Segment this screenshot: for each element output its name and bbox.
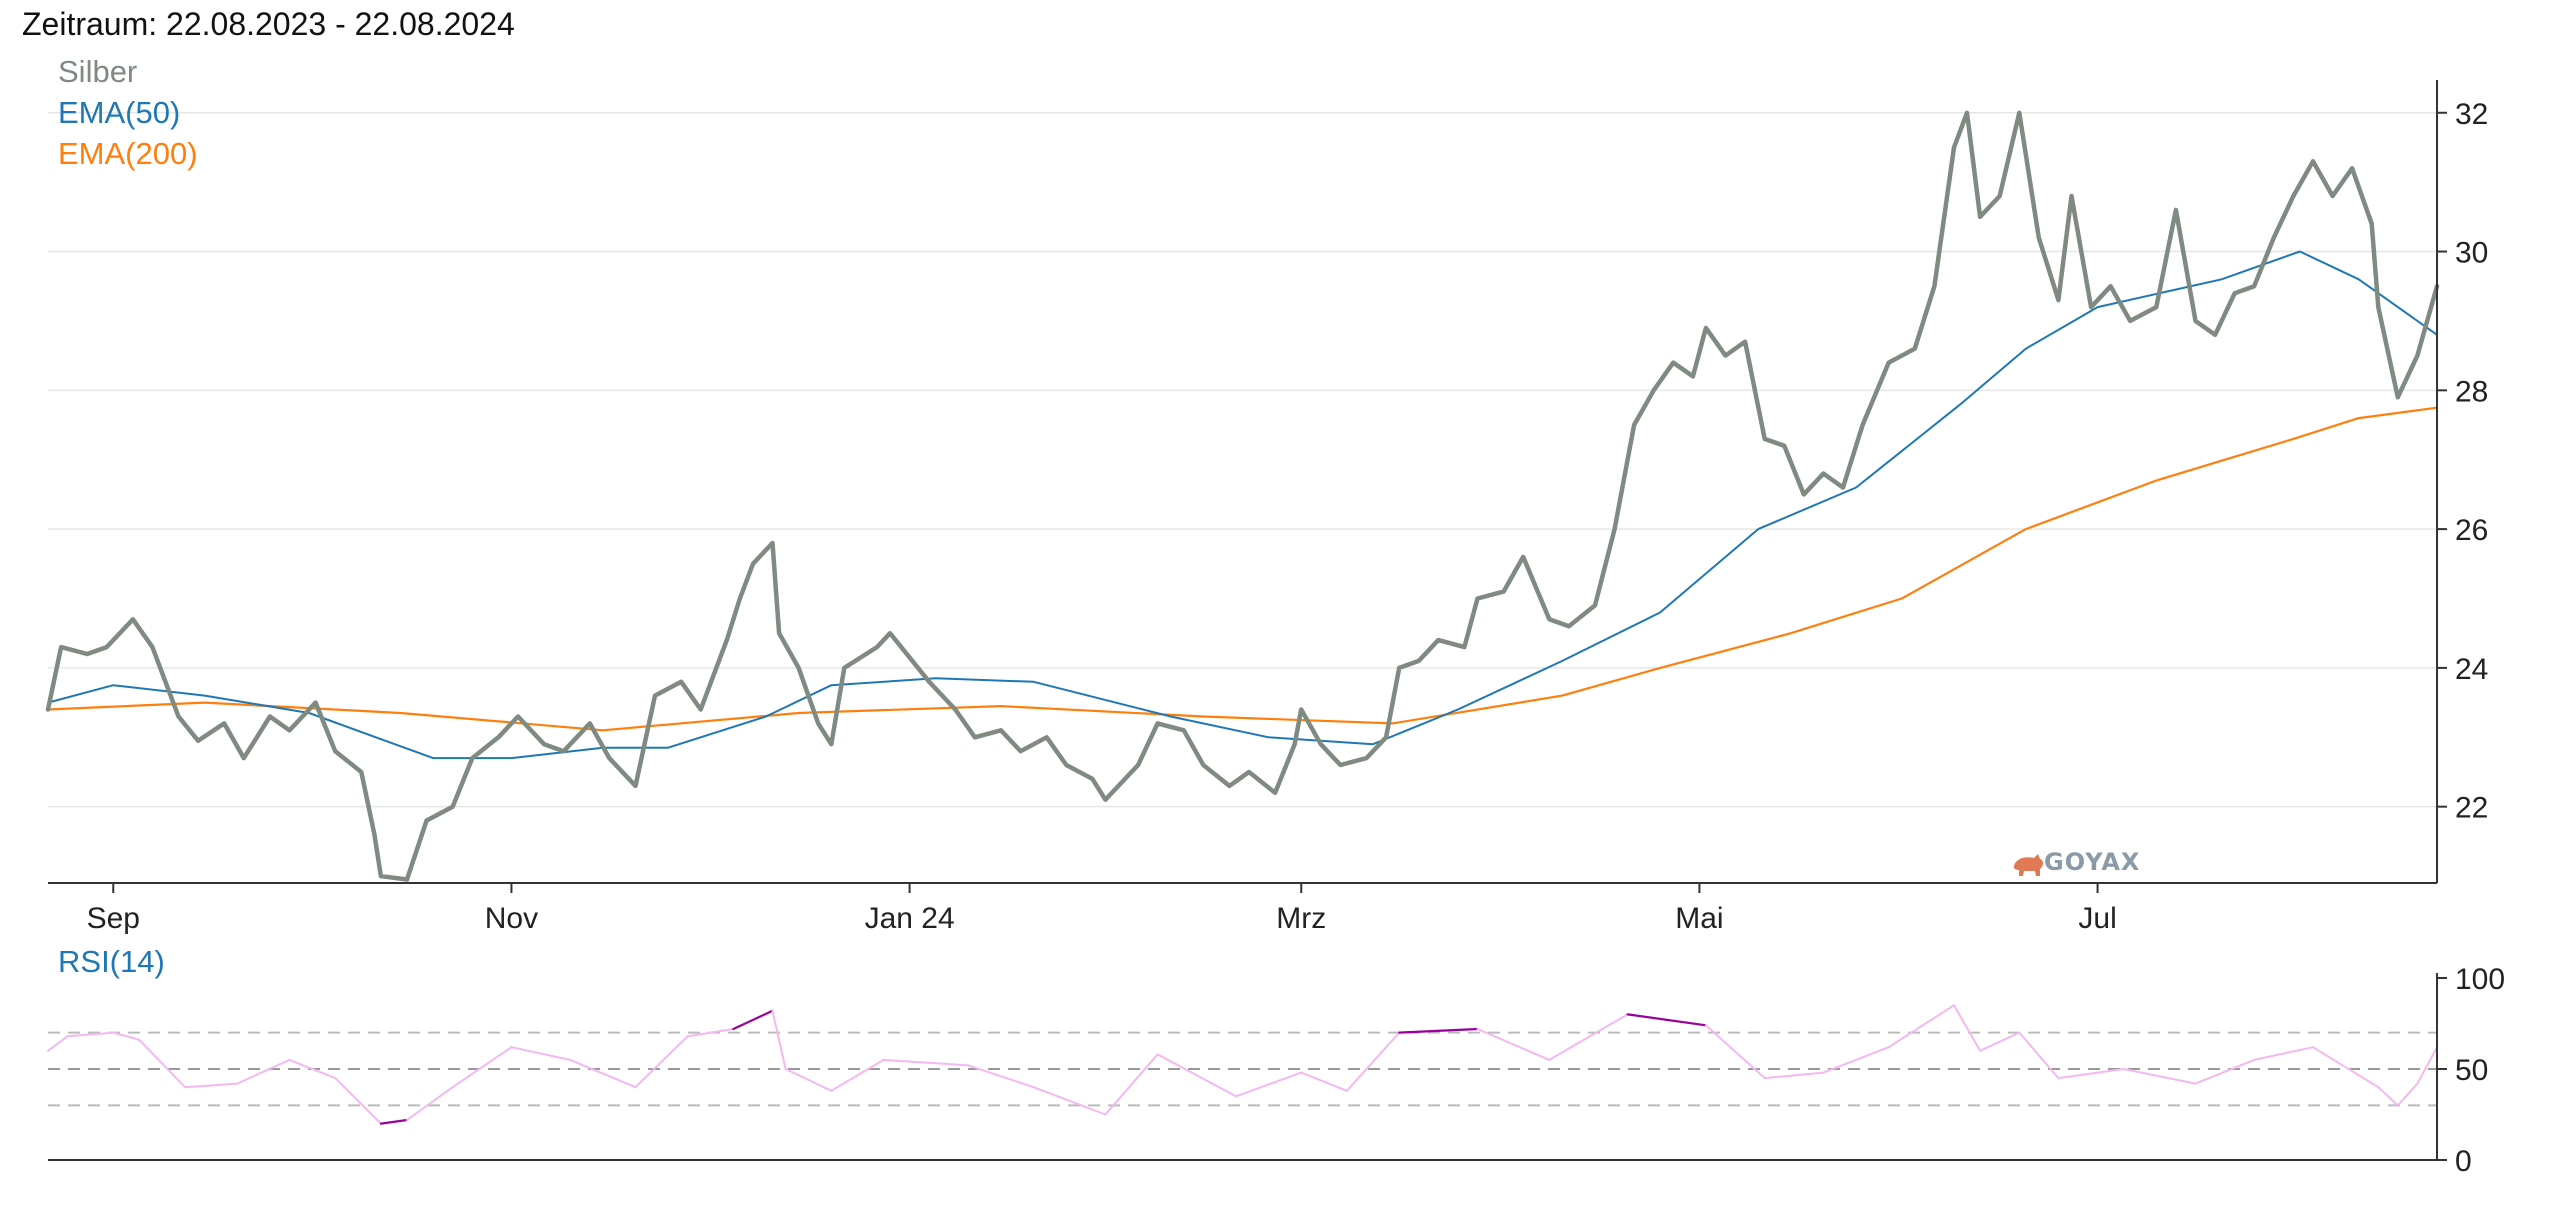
series-line-price — [45, 110, 2440, 882]
x-tick-label: Jul — [2078, 902, 2116, 935]
y-tick-label: 30 — [2455, 237, 2488, 270]
rsi-segment — [1235, 1071, 1303, 1098]
y-tick-label: 24 — [2455, 653, 2488, 686]
rsi-segment-extreme — [1398, 1027, 1479, 1034]
rsi-segment — [1156, 1053, 1237, 1098]
rsi-segment — [184, 1082, 239, 1089]
rsi-segment — [686, 1028, 735, 1038]
rsi-segment — [1887, 1004, 1955, 1049]
rsi-segment — [1822, 1046, 1890, 1074]
rsi-segment — [2377, 1086, 2399, 1107]
rsi-chart-grid — [48, 1031, 2437, 1107]
rsi-segment — [510, 1046, 572, 1061]
bull-icon — [2013, 854, 2043, 876]
rsi-segment — [1763, 1071, 1825, 1080]
x-tick-label: Mrz — [1276, 902, 1326, 935]
bull-shape — [2013, 854, 2043, 876]
rsi-segment — [2416, 1046, 2438, 1085]
rsi-segment — [406, 1086, 454, 1121]
rsi-segment — [1979, 1031, 2021, 1052]
logo-text: GOYAX — [2044, 848, 2140, 876]
rsi-segment — [784, 1068, 833, 1092]
rsi-segment — [2312, 1046, 2380, 1089]
rsi-segment — [882, 1058, 970, 1067]
rsi-segment — [1704, 1024, 1766, 1080]
rsi-segment — [2018, 1031, 2060, 1080]
period-title: Zeitraum: 22.08.2023 - 22.08.2024 — [22, 6, 515, 42]
rsi-segment — [2057, 1068, 2125, 1080]
legend-entry-ema200: EMA(200) — [58, 136, 198, 171]
y-tick-label: 32 — [2455, 98, 2488, 131]
rsi-segment — [634, 1035, 689, 1089]
rsi-y-tick-label: 50 — [2455, 1054, 2488, 1087]
series-line-ema200 — [46, 406, 2439, 732]
rsi-chart-series — [47, 1004, 2438, 1125]
rsi-segment — [2122, 1068, 2197, 1085]
rsi-segment — [967, 1064, 1035, 1089]
rsi-chart-axes: 0 50 100 — [48, 963, 2505, 1178]
rsi-segment-extreme — [1626, 1013, 1708, 1027]
price-chart-axes: 22 24 26 28 30 32 Sep Nov Jan 24 Mrz Mai Jul — [48, 80, 2488, 935]
y-tick-label: 22 — [2455, 792, 2488, 825]
series-line-ema50 — [47, 250, 2438, 760]
price-chart-legend: Silber EMA(50) EMA(200) — [58, 54, 198, 171]
price-chart-grid — [48, 112, 2437, 808]
rsi-segment — [236, 1058, 291, 1085]
rsi-segment — [830, 1058, 885, 1092]
rsi-segment — [334, 1077, 382, 1125]
rsi-y-tick-label: 0 — [2455, 1145, 2472, 1178]
x-tick-label: Jan 24 — [865, 902, 955, 935]
rsi-segment — [2396, 1082, 2419, 1107]
rsi-segment — [1345, 1031, 1401, 1092]
y-tick-label: 26 — [2455, 514, 2488, 547]
rsi-legend-entry: RSI(14) — [58, 944, 165, 979]
rsi-segment — [771, 1009, 787, 1070]
rsi-segment — [112, 1031, 141, 1041]
rsi-segment — [1953, 1004, 1982, 1052]
rsi-segment — [47, 1035, 69, 1052]
rsi-segment — [1104, 1053, 1159, 1116]
goyax-logo: GOYAX — [2013, 848, 2140, 876]
rsi-segment — [66, 1031, 115, 1038]
rsi-segment — [1548, 1013, 1629, 1061]
price-chart-series — [45, 110, 2440, 882]
rsi-segment-extreme — [732, 1009, 774, 1031]
rsi-segment — [451, 1046, 513, 1089]
rsi-y-tick-label: 100 — [2455, 963, 2505, 996]
legend-entry-price: Silber — [58, 54, 137, 89]
rsi-segment — [288, 1058, 337, 1080]
rsi-segment — [1476, 1028, 1551, 1061]
rsi-segment — [2253, 1046, 2314, 1061]
rsi-segment — [1032, 1086, 1107, 1116]
rsi-segment — [138, 1038, 187, 1089]
rsi-segment — [569, 1058, 637, 1089]
rsi-segment — [1300, 1071, 1348, 1092]
rsi-segment — [2194, 1058, 2256, 1085]
rsi-segment-extreme — [379, 1118, 409, 1125]
x-tick-label: Sep — [87, 902, 140, 935]
legend-entry-ema50: EMA(50) — [58, 95, 180, 130]
x-tick-label: Nov — [485, 902, 538, 935]
rsi-chart-legend: RSI(14) — [58, 944, 165, 979]
x-tick-label: Mai — [1675, 902, 1723, 935]
y-tick-label: 28 — [2455, 375, 2488, 408]
